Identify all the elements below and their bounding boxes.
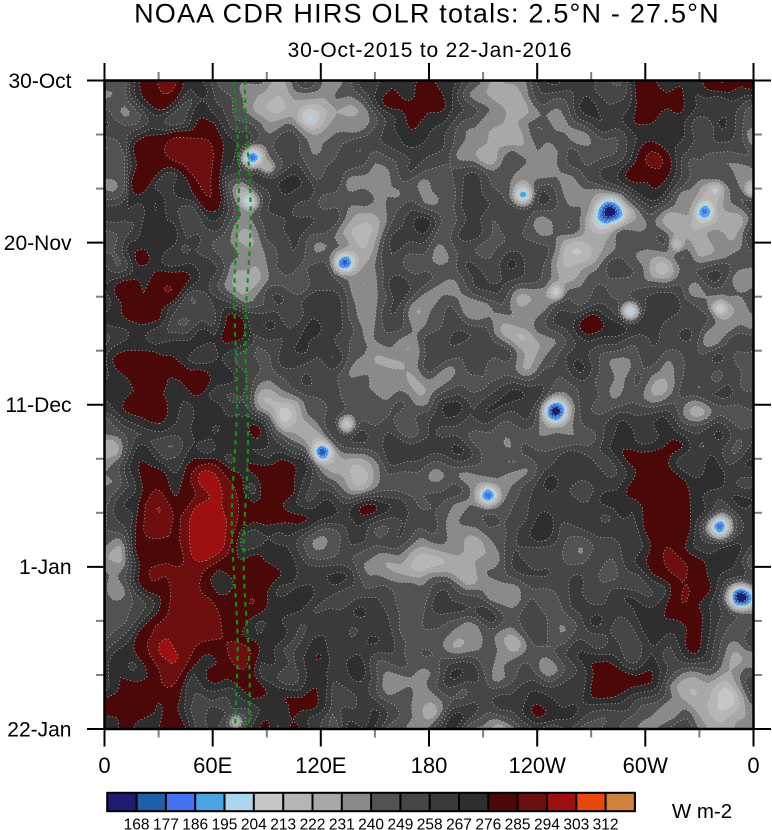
svg-text:30-Oct-2015 to 22-Jan-2016: 30-Oct-2015 to 22-Jan-2016: [288, 39, 573, 62]
svg-text:231: 231: [329, 817, 355, 830]
svg-text:213: 213: [270, 817, 296, 830]
svg-text:240: 240: [358, 817, 384, 830]
svg-text:186: 186: [182, 817, 208, 830]
svg-text:303: 303: [563, 817, 589, 830]
svg-text:11-Dec: 11-Dec: [5, 394, 71, 417]
svg-text:20-Nov: 20-Nov: [4, 232, 72, 255]
svg-text:22-Jan: 22-Jan: [7, 718, 71, 741]
svg-text:267: 267: [446, 817, 472, 830]
svg-text:0: 0: [98, 753, 110, 778]
svg-text:120E: 120E: [295, 753, 346, 778]
svg-text:NOAA CDR HIRS OLR totals: 2.5°: NOAA CDR HIRS OLR totals: 2.5°N - 27.5°N: [134, 0, 720, 29]
svg-text:60W: 60W: [623, 753, 668, 778]
svg-text:168: 168: [124, 817, 150, 830]
svg-text:222: 222: [300, 817, 326, 830]
svg-text:177: 177: [153, 817, 179, 830]
svg-text:60E: 60E: [193, 753, 232, 778]
svg-text:294: 294: [534, 817, 560, 830]
svg-text:249: 249: [387, 817, 413, 830]
svg-text:276: 276: [475, 817, 501, 830]
svg-text:285: 285: [505, 817, 531, 830]
svg-text:258: 258: [417, 817, 443, 830]
svg-text:204: 204: [241, 817, 267, 830]
svg-text:120W: 120W: [508, 753, 566, 778]
svg-text:W m-2: W m-2: [672, 800, 732, 823]
svg-text:312: 312: [593, 817, 619, 830]
svg-text:1-Jan: 1-Jan: [19, 556, 72, 579]
svg-text:30-Oct: 30-Oct: [8, 70, 71, 93]
svg-text:0: 0: [747, 753, 759, 778]
svg-text:195: 195: [212, 817, 238, 830]
svg-text:180: 180: [411, 753, 448, 778]
